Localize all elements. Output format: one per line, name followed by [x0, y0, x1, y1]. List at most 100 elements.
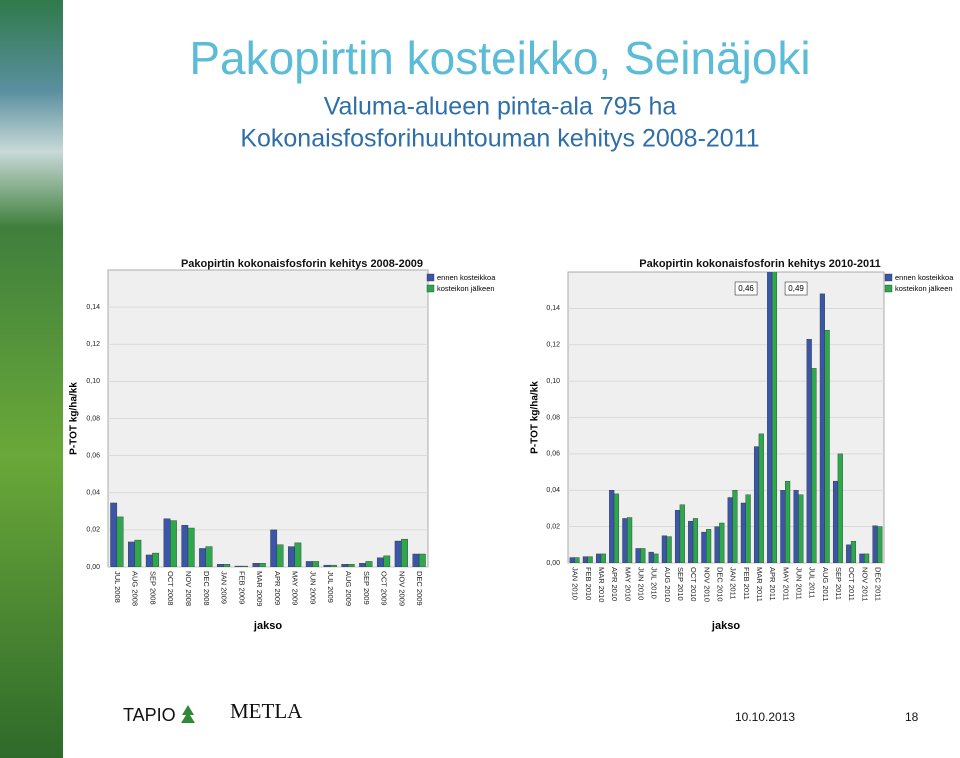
legend-label: ennen kosteikkoa [895, 273, 954, 282]
bar [110, 502, 118, 567]
bar [877, 526, 883, 563]
bar [595, 553, 602, 563]
x-tick-label: JUN 2010 [636, 567, 645, 600]
bar [653, 553, 659, 563]
bar [376, 557, 384, 567]
bar [116, 516, 124, 567]
bar [714, 526, 720, 563]
x-axis-label: jakso [711, 620, 740, 632]
x-tick-label: MAY 2010 [623, 567, 632, 601]
bar [837, 453, 843, 563]
y-tick-label: 0,08 [546, 414, 560, 421]
bar [824, 330, 830, 563]
x-tick-label: OCT 2008 [166, 571, 175, 605]
y-axis-label: P-TOT kg/ha/kk [69, 382, 80, 455]
bar [613, 493, 620, 563]
bar [170, 520, 177, 567]
x-tick-label: DEC 2008 [202, 571, 211, 606]
x-tick-label: JUL 2010 [650, 567, 659, 599]
x-tick-label: JAN 2011 [729, 567, 738, 599]
bar [758, 433, 764, 563]
legend-label: ennen kosteikkoa [437, 273, 496, 282]
x-tick-label: MAR 2009 [255, 571, 264, 606]
x-tick-label: JUL 2009 [326, 571, 335, 603]
x-tick-label: DEC 2011 [873, 567, 882, 601]
legend-swatch [426, 284, 435, 293]
bar [163, 518, 171, 567]
bar [701, 531, 707, 563]
x-tick-label: OCT 2011 [847, 567, 856, 601]
bar [706, 529, 712, 563]
bar [627, 517, 633, 563]
bar [767, 272, 773, 563]
bar [753, 446, 760, 563]
bar [341, 564, 349, 567]
x-tick-label: NOV 2009 [397, 571, 406, 606]
bar [609, 490, 615, 563]
y-tick-label: 0,04 [546, 487, 560, 494]
x-tick-label: AUG 2008 [131, 571, 140, 606]
y-tick-label: 0,08 [86, 415, 100, 422]
bar [850, 540, 857, 563]
legend-swatch [884, 284, 893, 293]
bar [181, 525, 189, 567]
x-axis-label: jakso [253, 620, 282, 632]
x-tick-label: AUG 2009 [344, 571, 353, 606]
x-tick-label: NOV 2008 [184, 571, 193, 606]
x-tick-label: MAR 2010 [597, 567, 606, 602]
bar [780, 490, 786, 563]
bar [412, 553, 420, 567]
bar [234, 565, 242, 567]
bar [187, 527, 195, 567]
x-tick-label: NOV 2011 [860, 567, 869, 601]
x-tick-label: FEB 2011 [742, 567, 751, 600]
y-tick-label: 0,10 [86, 378, 100, 385]
date: 10.10.2013 [735, 710, 795, 724]
x-tick-label: FEB 2010 [584, 567, 593, 600]
bar [859, 553, 865, 563]
bar [771, 272, 778, 563]
y-tick-label: 0,10 [546, 378, 560, 385]
bar [745, 494, 751, 563]
x-tick-label: AUG 2011 [821, 567, 830, 601]
y-axis-label: P-TOT kg/ha/kk [530, 381, 541, 454]
x-tick-label: JUL 2011 [808, 567, 817, 598]
bar [635, 548, 641, 563]
bar [347, 564, 355, 567]
bar [258, 563, 266, 567]
x-tick-label: MAR 2011 [755, 567, 764, 602]
x-tick-label: DEC 2009 [415, 571, 424, 606]
bar [134, 539, 142, 567]
y-tick-label: 0,06 [86, 452, 100, 459]
bar [312, 561, 320, 567]
bar [872, 525, 878, 563]
bar [864, 553, 870, 563]
legend-swatch [426, 273, 435, 282]
bar [401, 538, 408, 567]
value-label: 0,46 [738, 284, 754, 293]
forest-strip [0, 0, 63, 758]
slide-subtitle: Kokonaisfosforihuuhtouman kehitys 2008-2… [240, 125, 759, 153]
bar [740, 502, 746, 563]
bar [152, 552, 160, 567]
x-tick-label: APR 2009 [273, 571, 282, 605]
y-tick-label: 0,00 [86, 564, 100, 571]
bar [145, 554, 153, 567]
x-tick-label: NOV 2010 [702, 567, 711, 602]
bar [798, 494, 804, 563]
y-tick-label: 0,00 [546, 560, 560, 567]
legend-label: kosteikon jälkeen [437, 284, 495, 293]
bar [661, 535, 667, 563]
bar [128, 541, 135, 567]
bar [305, 561, 313, 567]
bar [806, 339, 812, 563]
bar [365, 561, 373, 567]
x-tick-label: JAN 2009 [220, 571, 229, 604]
x-tick-label: SEP 2009 [362, 571, 371, 605]
bar [692, 518, 699, 563]
bar [819, 293, 825, 563]
bar [587, 556, 593, 563]
y-tick-label: 0,12 [546, 342, 560, 349]
